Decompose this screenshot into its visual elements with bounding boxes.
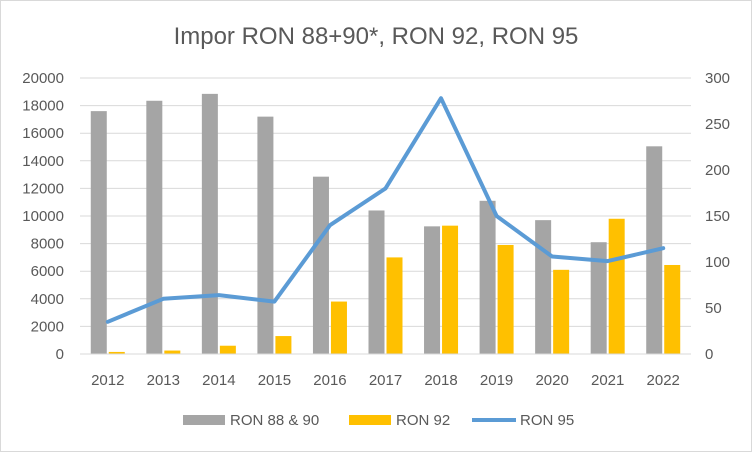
x-tick-label: 2013 bbox=[147, 372, 180, 389]
bar-ron-88-90 bbox=[312, 176, 329, 354]
bar-ron-88-90 bbox=[201, 93, 218, 355]
y-right-tick-label: 150 bbox=[705, 208, 730, 225]
bar-ron-92 bbox=[442, 225, 459, 354]
x-tick-label: 2015 bbox=[258, 372, 291, 389]
y-left-tick-label: 10000 bbox=[22, 208, 64, 225]
legend-label-ron-92: RON 92 bbox=[396, 412, 450, 429]
bar-ron-92 bbox=[219, 345, 236, 354]
bar-ron-88-90 bbox=[146, 100, 163, 355]
legend-label-ron-88-90: RON 88 & 90 bbox=[230, 412, 319, 429]
y-left-tick-label: 12000 bbox=[22, 180, 64, 197]
x-tick-label: 2021 bbox=[591, 372, 624, 389]
bar-ron-88-90 bbox=[257, 116, 274, 354]
y-left-tick-label: 2000 bbox=[31, 318, 64, 335]
bar-ron-92 bbox=[386, 257, 403, 354]
legend-swatch-ron-92 bbox=[349, 415, 391, 425]
bar-ron-92 bbox=[330, 301, 347, 354]
y-right-tick-label: 250 bbox=[705, 116, 730, 133]
y-right-tick-label: 100 bbox=[705, 254, 730, 271]
bar-ron-88-90 bbox=[590, 242, 607, 354]
x-tick-label: 2016 bbox=[313, 372, 346, 389]
bar-ron-88-90 bbox=[479, 200, 496, 354]
bar-ron-92 bbox=[497, 244, 514, 354]
bar-ron-88-90 bbox=[424, 226, 441, 354]
y-right-tick-label: 300 bbox=[705, 70, 730, 87]
y-left-tick-label: 20000 bbox=[22, 70, 64, 87]
y-left-tick-label: 4000 bbox=[31, 291, 64, 308]
left-axis-ticks: 0 2000 4000 6000 8000 10000 12000 14000 16000 180… bbox=[22, 70, 64, 363]
legend-label-ron-95: RON 95 bbox=[520, 412, 574, 429]
x-tick-label: 2019 bbox=[480, 372, 513, 389]
y-right-tick-label: 200 bbox=[705, 162, 730, 179]
legend-swatch-ron-88-90 bbox=[183, 415, 225, 425]
bar-ron-88-90 bbox=[368, 210, 385, 354]
x-tick-label: 2018 bbox=[424, 372, 457, 389]
bar-ron-92 bbox=[108, 351, 125, 354]
bar-ron-92 bbox=[664, 264, 681, 354]
x-axis-ticks: 2012 2013 2014 2015 2016 2017 2018 2019 2020 2021… bbox=[91, 372, 680, 389]
line-ron-95 bbox=[105, 96, 666, 324]
y-right-tick-label: 0 bbox=[705, 346, 713, 363]
legend: RON 88 & 90 RON 92 RON 95 bbox=[183, 412, 574, 429]
right-axis-ticks: 0 50 100 150 200 250 300 bbox=[705, 70, 730, 363]
bar-ron-88-90 bbox=[90, 111, 107, 355]
x-tick-label: 2022 bbox=[647, 372, 680, 389]
bar-ron-92 bbox=[164, 350, 181, 354]
bar-ron-92 bbox=[608, 218, 625, 354]
y-left-tick-label: 18000 bbox=[22, 98, 64, 115]
y-left-tick-label: 8000 bbox=[31, 236, 64, 253]
y-right-tick-label: 50 bbox=[705, 300, 722, 317]
x-tick-label: 2014 bbox=[202, 372, 235, 389]
x-tick-label: 2017 bbox=[369, 372, 402, 389]
y-left-tick-label: 0 bbox=[56, 346, 64, 363]
y-left-tick-label: 16000 bbox=[22, 125, 64, 142]
y-left-tick-label: 14000 bbox=[22, 153, 64, 170]
bar-ron-88-90 bbox=[535, 220, 552, 354]
x-tick-label: 2020 bbox=[535, 372, 568, 389]
chart-title: Impor RON 88+90*, RON 92, RON 95 bbox=[174, 23, 579, 50]
x-tick-label: 2012 bbox=[91, 372, 124, 389]
line-series bbox=[105, 96, 666, 324]
bar-ron-92 bbox=[553, 269, 570, 354]
bar-ron-92 bbox=[275, 336, 292, 354]
y-left-tick-label: 6000 bbox=[31, 263, 64, 280]
